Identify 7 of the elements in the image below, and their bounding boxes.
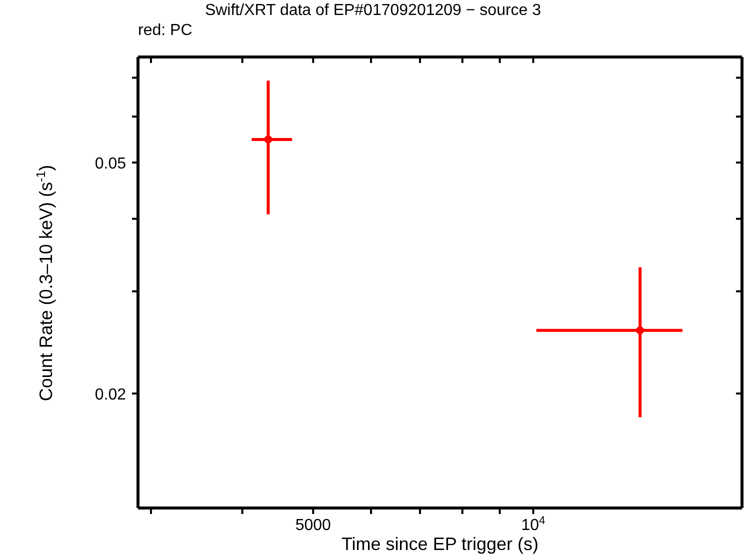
x-axis-title: Time since EP trigger (s) (341, 534, 539, 554)
y-tick-label: 0.02 (94, 386, 126, 404)
x-tick-label: 10$^{4}$ (521, 515, 546, 534)
chart-title: Swift/XRT data of EP#01709201209 − source 3 (204, 2, 542, 20)
chart-subtitle: red: PC (138, 22, 192, 40)
x-tick-label: 5000 (295, 517, 332, 534)
y-tick-label: 0.05 (94, 156, 126, 173)
